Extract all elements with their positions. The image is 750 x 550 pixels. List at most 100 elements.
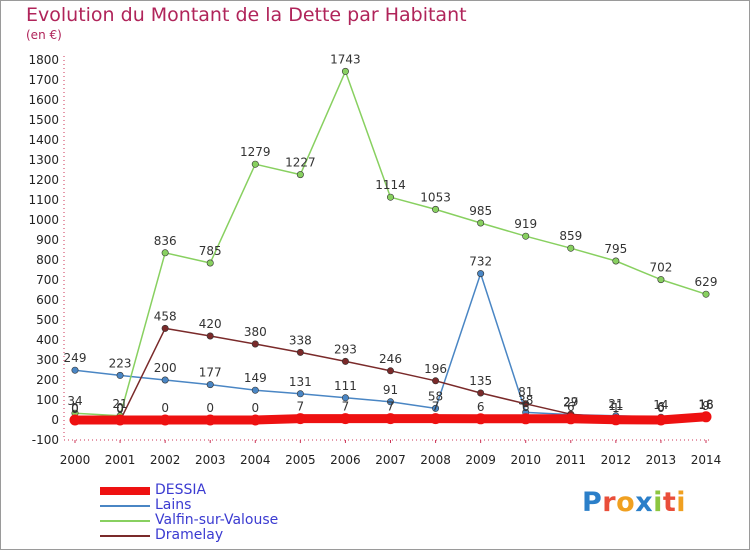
data-label: 1 — [612, 401, 620, 415]
data-label: 246 — [379, 352, 402, 366]
logo-letter: r — [602, 487, 617, 518]
data-label: 795 — [604, 242, 627, 256]
series-valfin-sur-valouse — [71, 67, 710, 420]
data-point — [430, 413, 442, 425]
data-label: 1227 — [285, 156, 316, 170]
data-point — [432, 377, 440, 385]
data-label: 6 — [522, 400, 530, 414]
data-label: 0 — [116, 401, 124, 415]
data-label: 131 — [289, 375, 312, 389]
data-label: 38 — [518, 393, 533, 407]
x-tick-label: 2000 — [60, 453, 91, 467]
data-point — [114, 414, 126, 426]
data-label: 338 — [289, 333, 312, 347]
data-point — [296, 348, 304, 356]
data-label: 200 — [154, 361, 177, 375]
data-label: 249 — [64, 351, 87, 365]
series-dessia — [69, 411, 712, 426]
data-label: 420 — [199, 317, 222, 331]
x-tick-label: 2010 — [510, 453, 541, 467]
data-point — [386, 193, 394, 201]
x-tick-label: 2003 — [195, 453, 226, 467]
logo-letter: i — [653, 487, 663, 518]
data-label: 6 — [657, 400, 665, 414]
data-label: 1279 — [240, 145, 271, 159]
logo-letter: t — [662, 487, 677, 518]
y-tick-label: 100 — [36, 393, 59, 407]
data-point — [567, 244, 575, 252]
data-label: 985 — [469, 204, 492, 218]
logo-letter: i — [676, 487, 687, 518]
data-point — [204, 414, 216, 426]
x-tick-label: 2007 — [375, 453, 406, 467]
data-label: 0 — [71, 402, 79, 416]
data-point — [339, 413, 351, 425]
data-label: 0 — [251, 401, 259, 415]
data-point — [477, 270, 485, 278]
data-point — [432, 404, 440, 412]
data-label: 27 — [563, 396, 578, 410]
x-tick-label: 2013 — [646, 453, 677, 467]
y-tick-label: 800 — [36, 253, 59, 267]
data-label: 149 — [244, 371, 267, 385]
y-tick-label: 600 — [36, 293, 59, 307]
data-point — [432, 205, 440, 213]
data-label: 81 — [518, 385, 533, 399]
data-label: 18 — [698, 397, 713, 411]
data-point — [116, 371, 124, 379]
data-label: 458 — [154, 309, 177, 323]
data-label: 7 — [297, 400, 305, 414]
data-point — [520, 413, 532, 425]
y-tick-label: 400 — [36, 333, 59, 347]
data-point — [341, 67, 349, 75]
data-point — [159, 414, 171, 426]
data-label: 196 — [424, 362, 447, 376]
data-point — [296, 171, 304, 179]
chart-unit: (en €) — [26, 28, 62, 42]
x-tick-label: 2005 — [285, 453, 316, 467]
data-label: 34 — [67, 394, 82, 408]
legend-swatch — [100, 535, 150, 537]
legend-label: DESSIA — [155, 482, 207, 498]
data-point — [386, 367, 394, 375]
y-tick-label: 1800 — [28, 53, 59, 67]
data-point — [161, 249, 169, 257]
logo-letter: x — [635, 487, 654, 518]
y-tick-label: 0 — [51, 413, 59, 427]
x-tick-label: 2001 — [105, 453, 136, 467]
data-label: 11 — [608, 399, 623, 413]
data-label: 7 — [432, 400, 440, 414]
data-label: 0 — [206, 401, 214, 415]
data-label: 836 — [154, 234, 177, 248]
data-label: 1743 — [330, 52, 361, 66]
logo-letter: P — [582, 487, 603, 518]
y-tick-label: 1300 — [28, 153, 59, 167]
data-label: 0 — [116, 402, 124, 416]
data-point — [477, 389, 485, 397]
logo-letter: o — [616, 487, 636, 518]
y-tick-label: -100 — [32, 433, 59, 447]
axes: -100010020030040050060070080090010001100… — [28, 53, 721, 467]
legend-swatch — [100, 520, 150, 522]
data-point — [69, 414, 81, 426]
data-label: 7 — [387, 400, 395, 414]
data-point — [386, 398, 394, 406]
data-label: 629 — [695, 275, 718, 289]
data-label: 859 — [559, 229, 582, 243]
data-point — [341, 357, 349, 365]
data-point — [657, 276, 665, 284]
legend-label: Valfin-sur-Valouse — [155, 512, 279, 528]
y-tick-label: 1100 — [28, 193, 59, 207]
data-label: 1053 — [420, 190, 451, 204]
proxiti-logo: Proxiti — [582, 487, 686, 518]
data-point — [700, 411, 712, 423]
y-tick-label: 1400 — [28, 133, 59, 147]
data-label: 6 — [567, 400, 575, 414]
y-tick-label: 1000 — [28, 213, 59, 227]
data-label: 0 — [657, 401, 665, 415]
data-point — [251, 386, 259, 394]
data-label: 732 — [469, 255, 492, 269]
y-tick-label: 1700 — [28, 73, 59, 87]
legend-label: Lains — [155, 497, 192, 513]
